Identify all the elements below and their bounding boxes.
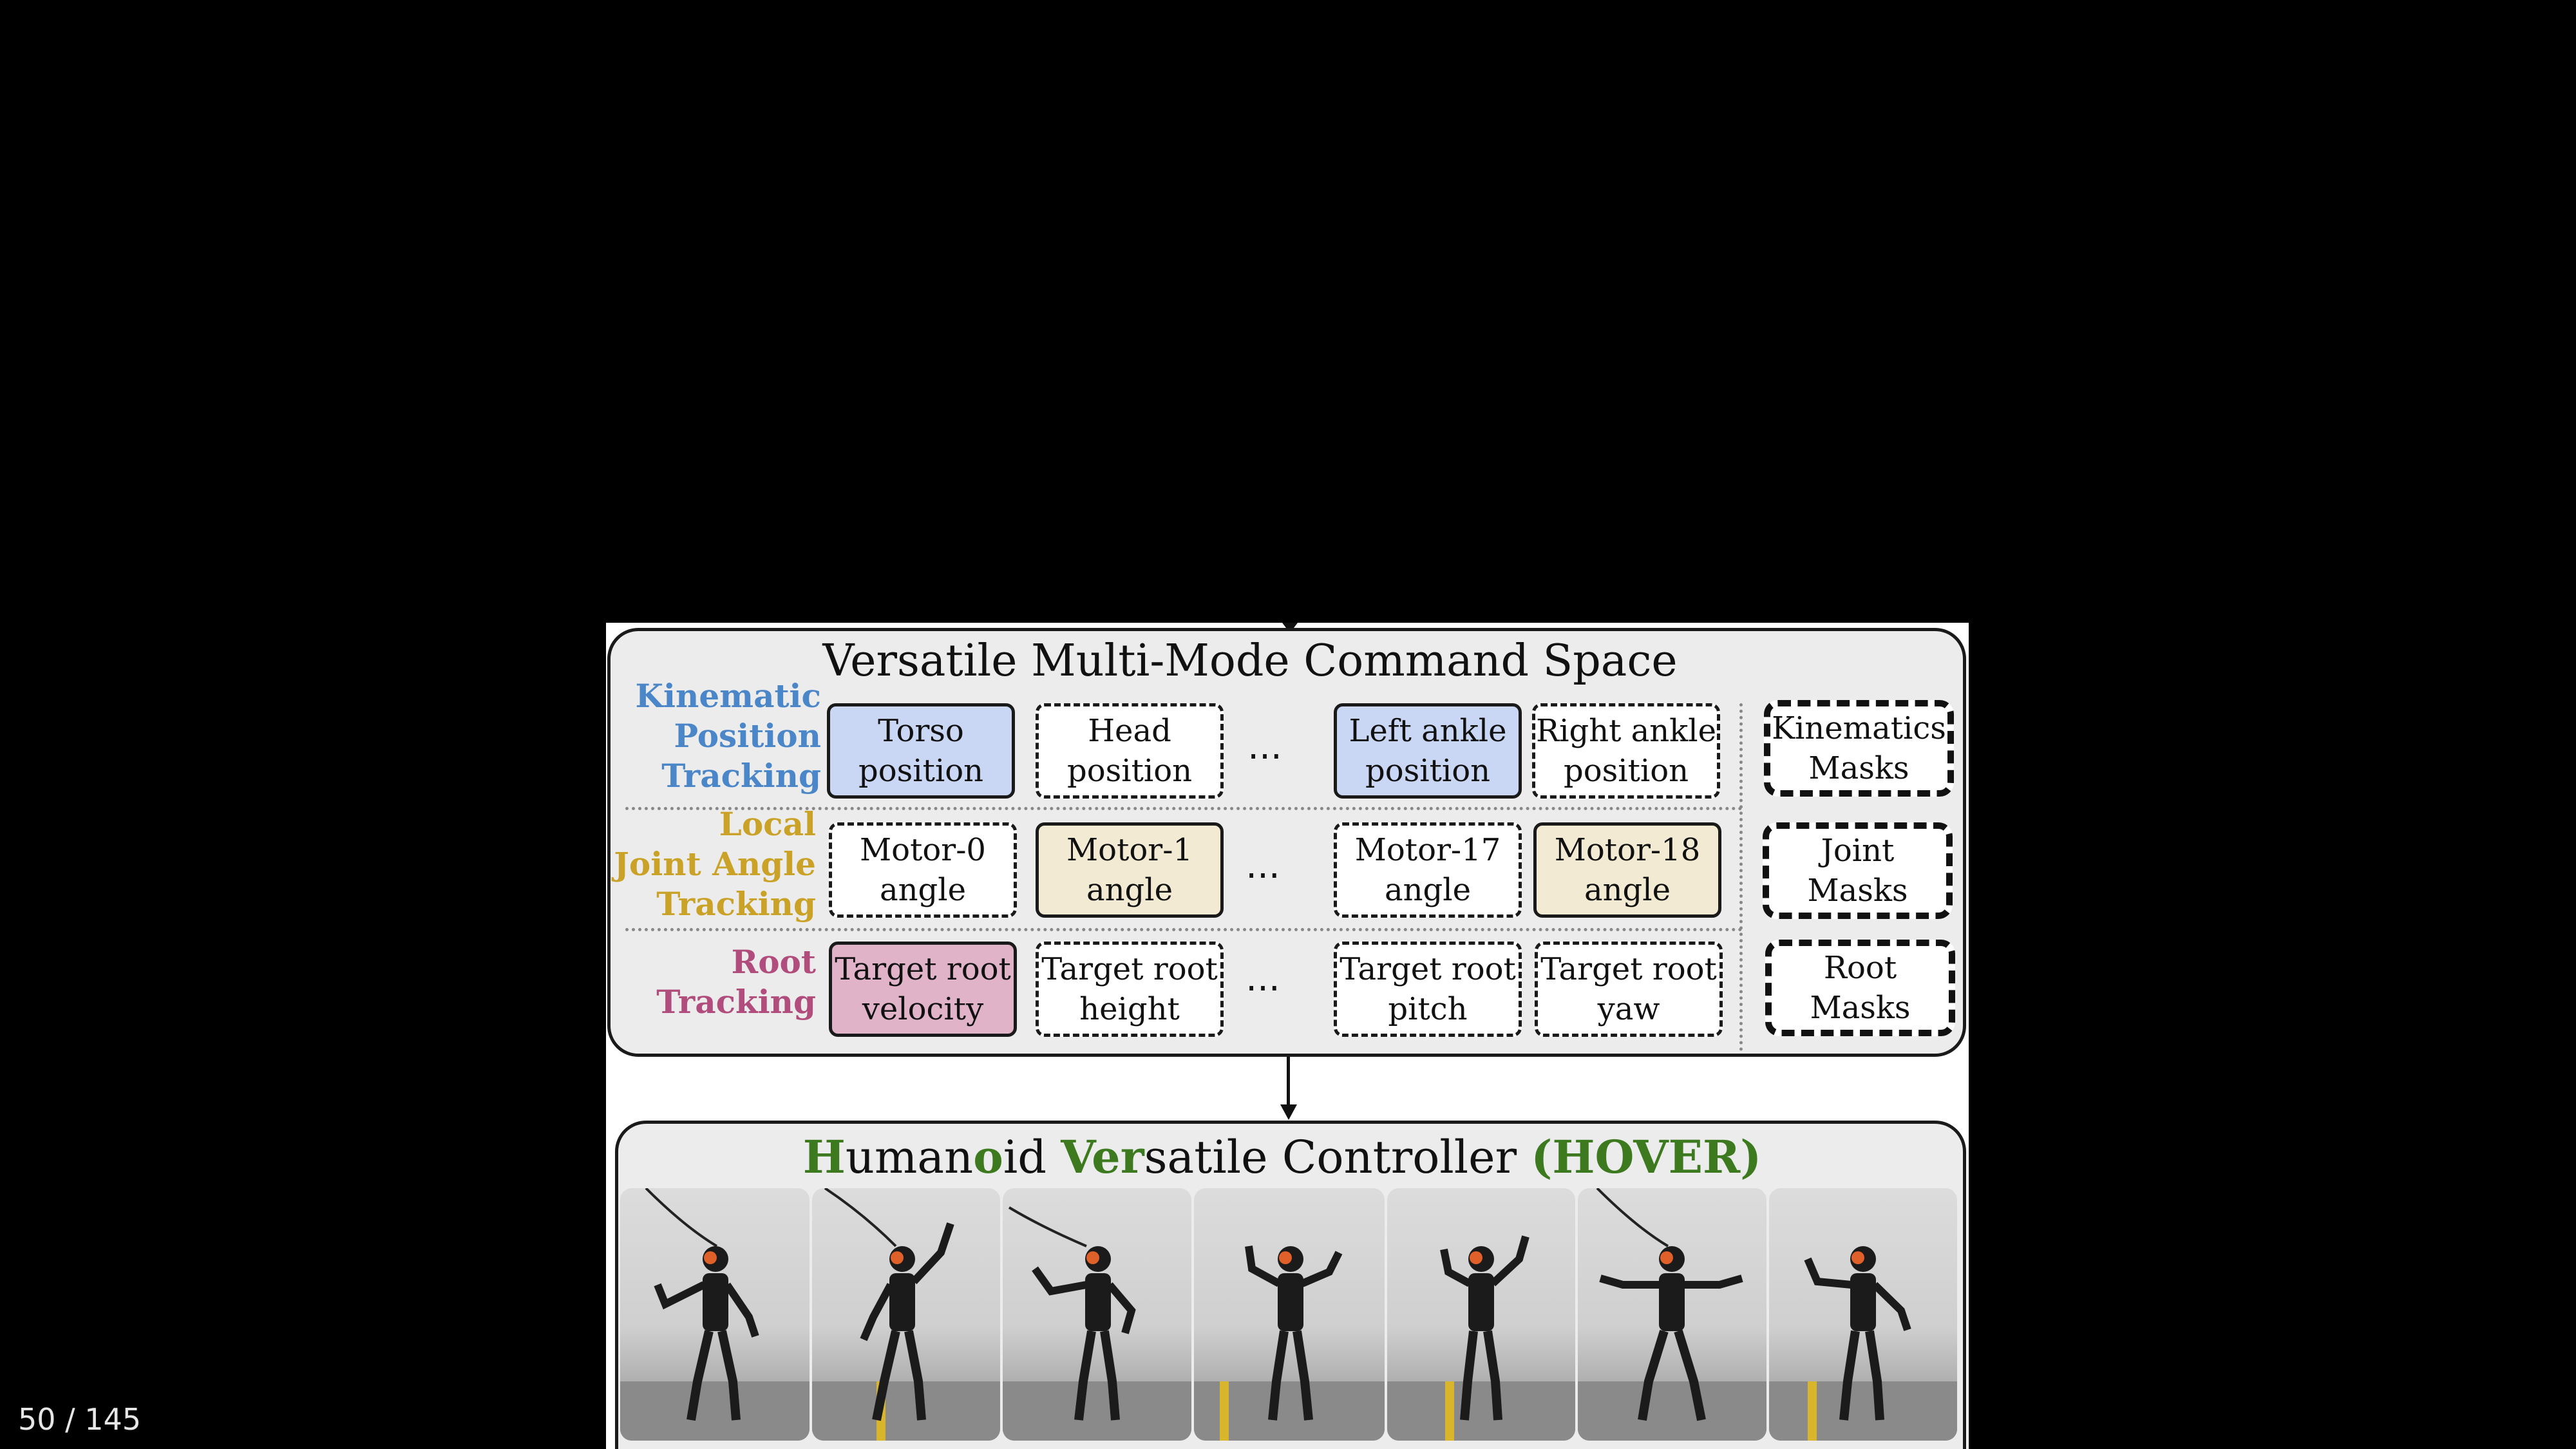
down-arrow-head	[1280, 1104, 1297, 1120]
box-line: Masks	[1807, 873, 1908, 909]
box-line: Joint	[1821, 833, 1895, 869]
row-separator-1	[625, 807, 1743, 810]
ellipsis: ...	[1245, 845, 1280, 887]
title-part: Ver	[1061, 1130, 1144, 1184]
robot-figure-icon	[1578, 1188, 1766, 1441]
box-line: height	[1079, 991, 1180, 1027]
robot-figure-icon	[812, 1188, 1000, 1441]
robot-photo	[620, 1188, 810, 1441]
box-line: angle	[1086, 872, 1173, 908]
title-part: id	[1003, 1131, 1061, 1184]
row-label-root: Root Tracking	[606, 942, 816, 1026]
box-line: Target root	[1540, 951, 1717, 987]
command-box: Target root height	[1036, 942, 1224, 1037]
box-line: angle	[1384, 872, 1471, 908]
robot-figure-icon	[620, 1188, 810, 1441]
title-part: satile Controller	[1144, 1131, 1531, 1184]
title-part: o	[973, 1130, 1003, 1184]
title-part: (HOVER)	[1531, 1130, 1762, 1184]
row-label-line: Kinematic	[635, 677, 821, 715]
box-line: Right ankle	[1535, 713, 1717, 749]
command-box: Target root pitch	[1334, 942, 1522, 1037]
box-line: Target root	[1340, 951, 1516, 987]
page-counter: 50 / 145	[18, 1402, 142, 1437]
robot-figure-icon	[1194, 1245, 1385, 1441]
box-line: Kinematics	[1772, 710, 1946, 746]
command-box: Target root yaw	[1535, 942, 1723, 1037]
kinematics-masks-box: Kinematics Masks	[1764, 700, 1954, 797]
command-box: Motor-1 angle	[1036, 822, 1224, 918]
joint-masks-box: Joint Masks	[1763, 822, 1953, 919]
title-part: H	[802, 1130, 846, 1184]
mask-column-separator	[1739, 703, 1743, 1051]
robot-photo	[1194, 1188, 1385, 1441]
command-box: Target root velocity	[829, 942, 1017, 1037]
row-label-line: Position	[674, 717, 821, 755]
robot-figure-icon	[1003, 1206, 1191, 1441]
row-separator-2	[625, 928, 1743, 931]
box-line: position	[858, 753, 984, 789]
robot-photo	[1003, 1188, 1191, 1441]
box-line: yaw	[1597, 991, 1660, 1027]
robot-photo	[1769, 1188, 1957, 1441]
ellipsis: ...	[1247, 726, 1282, 768]
box-line: Torso	[878, 713, 964, 749]
box-line: position	[1563, 753, 1689, 789]
box-line: Left ankle	[1349, 713, 1507, 749]
robot-figure-icon	[1387, 1235, 1575, 1441]
box-line: Masks	[1810, 990, 1911, 1026]
box-line: Motor-17	[1354, 832, 1501, 868]
command-box: Motor-17 angle	[1334, 822, 1522, 918]
row-label-line: Root	[731, 943, 816, 981]
row-label-line: Joint Angle	[614, 845, 816, 883]
row-label-line: Tracking	[656, 885, 816, 923]
box-line: position	[1066, 753, 1193, 789]
command-box: Torso position	[827, 703, 1015, 799]
box-line: Motor-0	[860, 832, 986, 868]
robot-figure-icon	[1769, 1246, 1957, 1441]
box-line: velocity	[862, 991, 984, 1027]
row-label-line: Tracking	[661, 757, 821, 795]
command-box: Left ankle position	[1334, 703, 1522, 799]
controller-title: Humanoid Versatile Controller (HOVER)	[735, 1130, 1830, 1184]
down-arrow	[1287, 1057, 1290, 1108]
robot-photo	[1578, 1188, 1766, 1441]
box-line: position	[1365, 753, 1491, 789]
row-label-line: Local	[719, 805, 816, 843]
root-masks-box: Root Masks	[1765, 940, 1955, 1036]
ellipsis: ...	[1245, 958, 1280, 999]
row-label-joint: Local Joint Angle Tracking	[606, 804, 816, 927]
command-box: Motor-18 angle	[1533, 822, 1721, 918]
box-line: Head	[1088, 713, 1171, 749]
box-line: Root	[1823, 950, 1897, 986]
robot-photo	[812, 1188, 1000, 1441]
box-line: angle	[1584, 872, 1671, 908]
command-box: Head position	[1036, 703, 1224, 799]
box-line: angle	[879, 872, 966, 908]
title-part: uman	[845, 1131, 974, 1184]
box-line: Target root	[835, 951, 1011, 987]
slide: Versatile Multi-Mode Command Space Kinem…	[606, 623, 1969, 1449]
row-label-line: Tracking	[656, 983, 816, 1021]
box-line: Masks	[1808, 750, 1909, 786]
row-label-kinematic: Kinematic Position Tracking	[606, 676, 821, 799]
box-line: Motor-18	[1554, 832, 1701, 868]
command-box: Right ankle position	[1532, 703, 1720, 799]
command-space-title: Versatile Multi-Mode Command Space	[822, 636, 1678, 687]
command-box: Motor-0 angle	[829, 822, 1017, 918]
box-line: Target root	[1041, 951, 1218, 987]
box-line: pitch	[1388, 991, 1468, 1027]
robot-photo	[1387, 1188, 1575, 1441]
box-line: Motor-1	[1066, 832, 1193, 868]
